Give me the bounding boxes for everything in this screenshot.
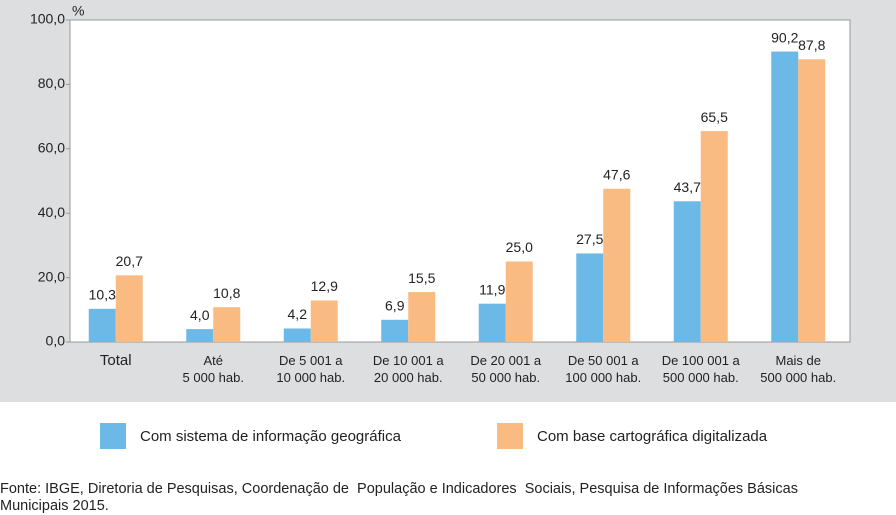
bar	[283, 328, 311, 342]
y-unit: %	[72, 3, 84, 19]
value-label: 65,5	[701, 109, 728, 125]
y-tick-label: 80,0	[38, 75, 65, 91]
value-label: 87,8	[798, 37, 825, 53]
bar	[798, 59, 826, 343]
source-note: Fonte: IBGE, Diretoria de Pesquisas, Coo…	[0, 481, 802, 514]
bar	[310, 300, 338, 342]
value-label: 20,7	[116, 253, 143, 269]
value-label: 11,9	[479, 281, 505, 297]
y-tick-label: 20,0	[38, 268, 65, 284]
x-tick-label: De 100 001 a 500 000 hab.	[661, 353, 740, 385]
value-label: 6,9	[385, 297, 405, 313]
x-tick-label: Mais de 500 000 hab.	[760, 353, 837, 385]
x-tick-label: Até 5 000 hab.	[182, 353, 244, 385]
value-label: 10,8	[213, 285, 240, 301]
bar	[603, 188, 631, 342]
x-tick-label: De 5 001 a 10 000 hab.	[276, 353, 346, 385]
legend-label: Com base cartográfica digitalizada	[537, 428, 768, 445]
bar	[88, 308, 116, 342]
bar	[381, 319, 409, 342]
bar	[186, 329, 214, 342]
bar	[576, 253, 604, 342]
value-label: 47,6	[603, 166, 630, 182]
value-label: 10,3	[89, 287, 116, 303]
x-tick-label: De 50 001 a 100 000 hab.	[565, 353, 642, 385]
bar	[673, 201, 701, 342]
y-tick-label: 40,0	[38, 204, 65, 220]
value-label: 12,9	[311, 278, 338, 294]
value-label: 4,0	[190, 307, 210, 323]
bar	[505, 261, 533, 342]
bar	[771, 51, 799, 342]
value-label: 4,2	[288, 306, 308, 322]
plot-area	[69, 19, 851, 343]
bar	[700, 131, 728, 342]
x-tick-label: De 10 001 a 20 000 hab.	[372, 353, 444, 385]
x-tick-label: De 20 001 a 50 000 hab.	[470, 353, 542, 385]
y-tick-label: 0,0	[46, 333, 66, 349]
x-tick-label: Total	[99, 352, 132, 369]
value-label: 15,5	[408, 270, 435, 286]
bar	[478, 303, 506, 342]
bar	[213, 307, 241, 342]
legend-swatch	[100, 423, 126, 449]
legend-swatch	[497, 423, 523, 449]
value-label: 25,0	[506, 239, 533, 255]
value-label: 43,7	[674, 179, 701, 195]
bar	[115, 275, 143, 342]
bar	[408, 292, 436, 342]
y-tick-label: 60,0	[38, 140, 65, 156]
value-label: 27,5	[576, 231, 603, 247]
value-label: 90,2	[771, 29, 798, 45]
legend-label: Com sistema de informação geográfica	[140, 428, 402, 445]
y-tick-label: 100,0	[30, 11, 65, 27]
